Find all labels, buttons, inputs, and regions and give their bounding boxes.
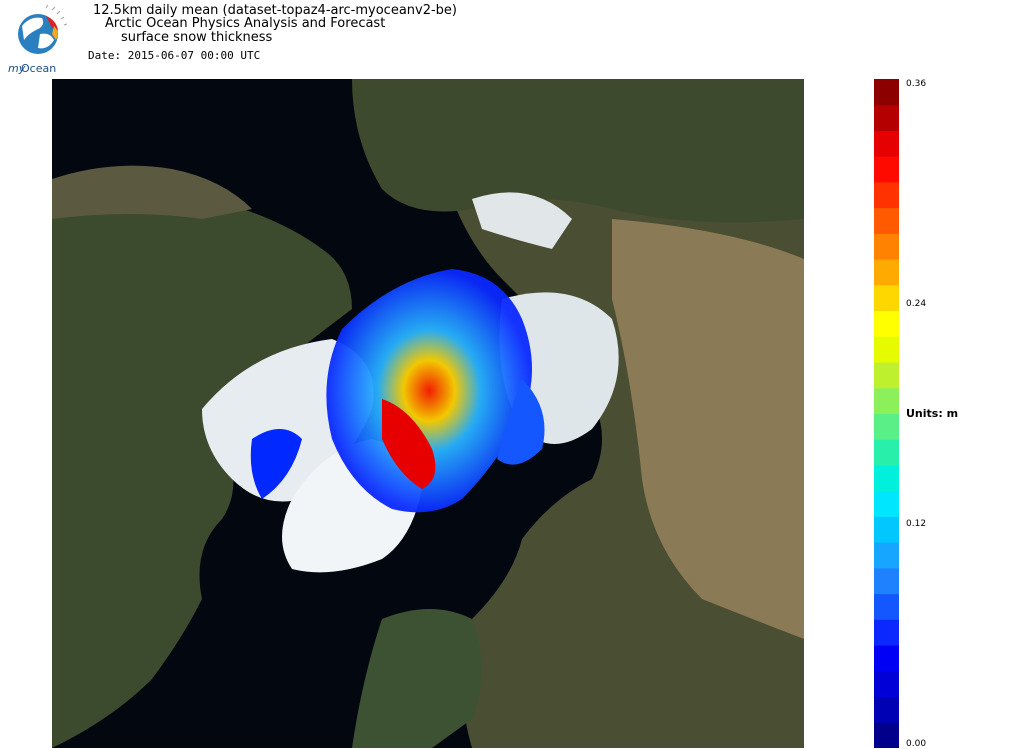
colorbar-step: [874, 645, 899, 672]
title-product: Arctic Ocean Physics Analysis and Foreca…: [105, 16, 386, 31]
colorbar-step: [874, 516, 899, 543]
colorbar-step: [874, 259, 899, 286]
land-europe: [352, 609, 482, 748]
land-north-america: [52, 181, 352, 748]
title-variable: surface snow thickness: [121, 30, 273, 45]
colorbar-step: [874, 156, 899, 183]
colorbar-step: [874, 104, 899, 131]
colorbar-tick-min: 0.00: [906, 739, 927, 749]
colorbar-step: [874, 362, 899, 389]
title-dataset: 12.5km daily mean (dataset-topaz4-arc-my…: [93, 3, 458, 18]
colorbar-step: [874, 490, 899, 517]
snow-thickness-east-band: [497, 379, 545, 465]
land-alaska: [52, 165, 252, 219]
colorbar-step: [874, 233, 899, 260]
land-asia-desert: [612, 219, 804, 639]
colorbar-step: [874, 464, 899, 492]
colorbar-step: [874, 722, 899, 748]
snow-cover-russia-coast: [472, 192, 572, 249]
colorbar-step: [874, 696, 899, 723]
colorbar-step: [874, 593, 899, 620]
logo-text-ocean: Ocean: [21, 62, 56, 74]
colorbar-step: [874, 79, 899, 106]
colorbar-tick-high: 0.24: [906, 299, 927, 309]
colorbar-step: [874, 567, 899, 595]
arctic-map: [52, 79, 804, 748]
logo-text-my: my: [8, 62, 26, 74]
land-siberia-north: [352, 79, 804, 223]
snow-thickness-max-band: [382, 399, 436, 489]
colorbar-step: [874, 310, 899, 337]
colorbar-step: [874, 542, 899, 569]
colorbar-step: [874, 336, 899, 363]
myocean-logo: my Ocean: [8, 4, 68, 74]
colorbar-tick-max: 0.36: [906, 79, 927, 89]
globe-icon: [18, 14, 58, 54]
date-label: Date: 2015-06-07 00:00 UTC: [88, 49, 261, 62]
colorbar-step: [874, 439, 899, 466]
snow-thickness-field: [326, 269, 532, 513]
snow-thickness-west-band: [250, 429, 302, 499]
colorbar-step: [874, 284, 899, 312]
colorbar-units: Units: m: [906, 407, 959, 420]
colorbar-step: [874, 387, 899, 414]
colorbar-tick-low: 0.12: [906, 519, 927, 529]
colorbar-step: [874, 413, 899, 440]
colorbar-step: [874, 670, 899, 698]
colorbar-step: [874, 181, 899, 209]
colorbar-step: [874, 619, 899, 646]
colorbar-step: [874, 130, 899, 157]
colorbar: [874, 79, 899, 748]
logo-arc-ticks: [45, 4, 68, 26]
colorbar-step: [874, 207, 899, 234]
